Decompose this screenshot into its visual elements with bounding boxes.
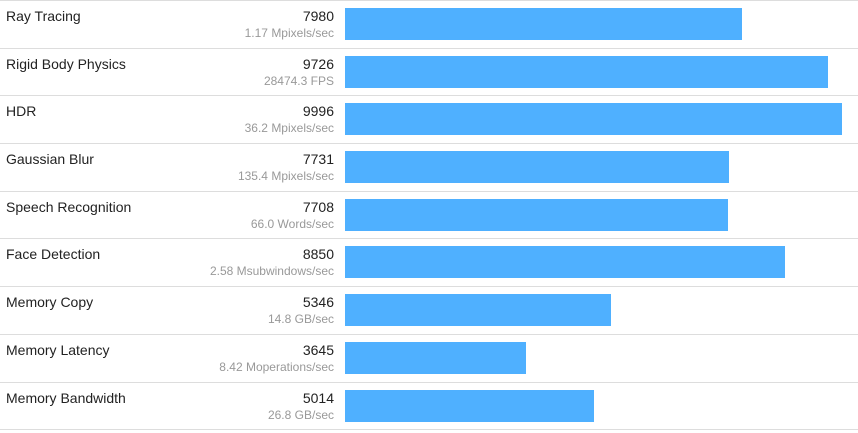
benchmark-rate: 8.42 Moperations/sec: [219, 359, 334, 374]
table-row: Rigid Body Physics 9726 28474.3 FPS: [0, 49, 858, 97]
benchmark-rate: 135.4 Mpixels/sec: [237, 169, 334, 184]
benchmark-score: 9996: [302, 103, 334, 120]
score-bar: [345, 294, 611, 327]
score-bar: [345, 55, 829, 88]
benchmark-name: Gaussian Blur: [6, 151, 94, 168]
score-bar: [345, 103, 842, 136]
benchmark-name: Speech Recognition: [6, 198, 132, 215]
table-row: Memory Copy 5346 14.8 GB/sec: [0, 287, 858, 335]
benchmark-name: Memory Bandwidth: [6, 389, 126, 406]
benchmark-score: 8850: [302, 246, 334, 263]
benchmark-rate: 26.8 GB/sec: [267, 407, 334, 422]
benchmark-name: Rigid Body Physics: [6, 55, 126, 72]
benchmark-name: HDR: [6, 103, 37, 120]
benchmark-rate: 14.8 GB/sec: [267, 312, 334, 327]
benchmark-score: 5346: [302, 294, 334, 311]
table-row: Speech Recognition 7708 66.0 Words/sec: [0, 192, 858, 240]
score-bar: [345, 341, 527, 374]
table-row: Ray Tracing 7980 1.17 Mpixels/sec: [0, 1, 858, 49]
benchmark-rate: 28474.3 FPS: [263, 73, 334, 88]
score-bar: [345, 8, 742, 40]
benchmark-rate: 36.2 Mpixels/sec: [244, 121, 334, 136]
benchmark-score: 7731: [302, 151, 334, 168]
benchmark-name: Memory Latency: [6, 341, 110, 358]
table-row: Face Detection 8850 2.58 Msubwindows/sec: [0, 239, 858, 288]
benchmark-rate: 66.0 Words/sec: [250, 216, 334, 231]
benchmark-score: 7708: [302, 198, 334, 215]
benchmark-name: Ray Tracing: [6, 8, 81, 24]
score-bar: [345, 198, 729, 231]
benchmark-name: Memory Copy: [6, 294, 94, 311]
benchmark-score: 7980: [302, 8, 334, 24]
table-row: Memory Latency 3645 8.42 Moperations/sec: [0, 335, 858, 383]
benchmark-score: 5014: [302, 389, 334, 406]
score-bar: [345, 151, 730, 184]
table-row: HDR 9996 36.2 Mpixels/sec: [0, 96, 858, 145]
benchmark-rate: 1.17 Mpixels/sec: [244, 26, 334, 40]
table-row: Gaussian Blur 7731 135.4 Mpixels/sec: [0, 144, 858, 192]
benchmark-score: 9726: [302, 55, 334, 72]
benchmark-rate: 2.58 Msubwindows/sec: [209, 264, 334, 279]
score-bar: [345, 389, 595, 422]
benchmark-score: 3645: [302, 341, 334, 358]
table-row: Memory Bandwidth 5014 26.8 GB/sec: [0, 383, 858, 431]
benchmark-name: Face Detection: [6, 246, 101, 263]
score-bar: [345, 246, 785, 279]
